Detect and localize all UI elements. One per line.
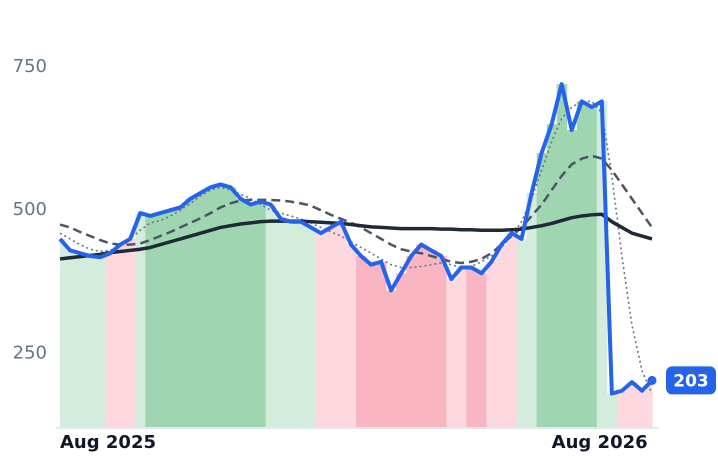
band-column	[215, 184, 227, 428]
band-column	[436, 256, 447, 428]
band-column	[616, 390, 628, 428]
band-column	[65, 250, 76, 428]
band-column	[536, 152, 548, 428]
band-column	[576, 101, 588, 428]
band-column	[85, 256, 96, 428]
band-column	[235, 198, 247, 428]
band-column	[646, 380, 653, 428]
band-column	[265, 204, 277, 428]
band-column	[526, 193, 538, 428]
band-column	[165, 210, 176, 428]
band-column	[245, 204, 257, 428]
band-column	[496, 244, 508, 428]
band-column	[386, 290, 397, 428]
band-column	[476, 273, 487, 428]
band-column	[426, 250, 437, 428]
band-column	[95, 257, 106, 428]
band-column	[195, 193, 206, 428]
band-column	[396, 273, 407, 428]
band-column	[205, 187, 217, 428]
x-tick-label: Aug 2026	[552, 432, 648, 453]
band-column	[406, 256, 417, 428]
band-column	[446, 278, 457, 428]
band-column	[225, 187, 237, 428]
band-column	[145, 215, 156, 428]
band-column	[516, 238, 528, 428]
band-column	[596, 101, 608, 428]
band-column	[606, 393, 618, 428]
band-column	[506, 233, 518, 428]
band-column	[75, 253, 86, 428]
y-tick-label: 750	[13, 56, 47, 77]
band-column	[125, 238, 136, 428]
x-tick-label: Aug 2025	[60, 432, 156, 453]
band-column	[275, 218, 287, 428]
band-column	[60, 238, 66, 428]
band-column	[295, 221, 307, 428]
band-column	[335, 221, 347, 428]
series-line	[58, 82, 654, 396]
band-column	[556, 84, 568, 428]
band-column	[546, 124, 558, 428]
band-column	[376, 261, 387, 428]
y-tick-label: 500	[13, 199, 47, 220]
band-column	[345, 244, 357, 428]
series-line	[59, 212, 653, 261]
band-column	[285, 221, 297, 428]
band-column	[175, 207, 186, 428]
band-column	[636, 390, 648, 428]
band-column	[626, 382, 638, 428]
last-value-dot	[647, 375, 657, 385]
band-column	[305, 227, 317, 428]
series-line	[59, 100, 653, 394]
band-column	[135, 213, 146, 428]
band-column	[105, 253, 116, 428]
band-column	[115, 244, 126, 428]
y-tick-label: 250	[13, 342, 47, 363]
band-column	[356, 256, 367, 428]
band-column	[456, 267, 467, 428]
band-column	[155, 213, 166, 428]
band-column	[255, 201, 267, 428]
band-column	[486, 261, 497, 428]
band-column	[586, 107, 598, 428]
band-column	[185, 198, 196, 428]
last-value-label: 203	[673, 371, 709, 391]
band-column	[315, 233, 327, 428]
last-value-badge	[666, 366, 716, 395]
band-column	[325, 227, 337, 428]
band-column	[466, 267, 477, 428]
band-column	[566, 129, 578, 428]
band-column	[416, 244, 427, 428]
band-column	[366, 264, 377, 428]
